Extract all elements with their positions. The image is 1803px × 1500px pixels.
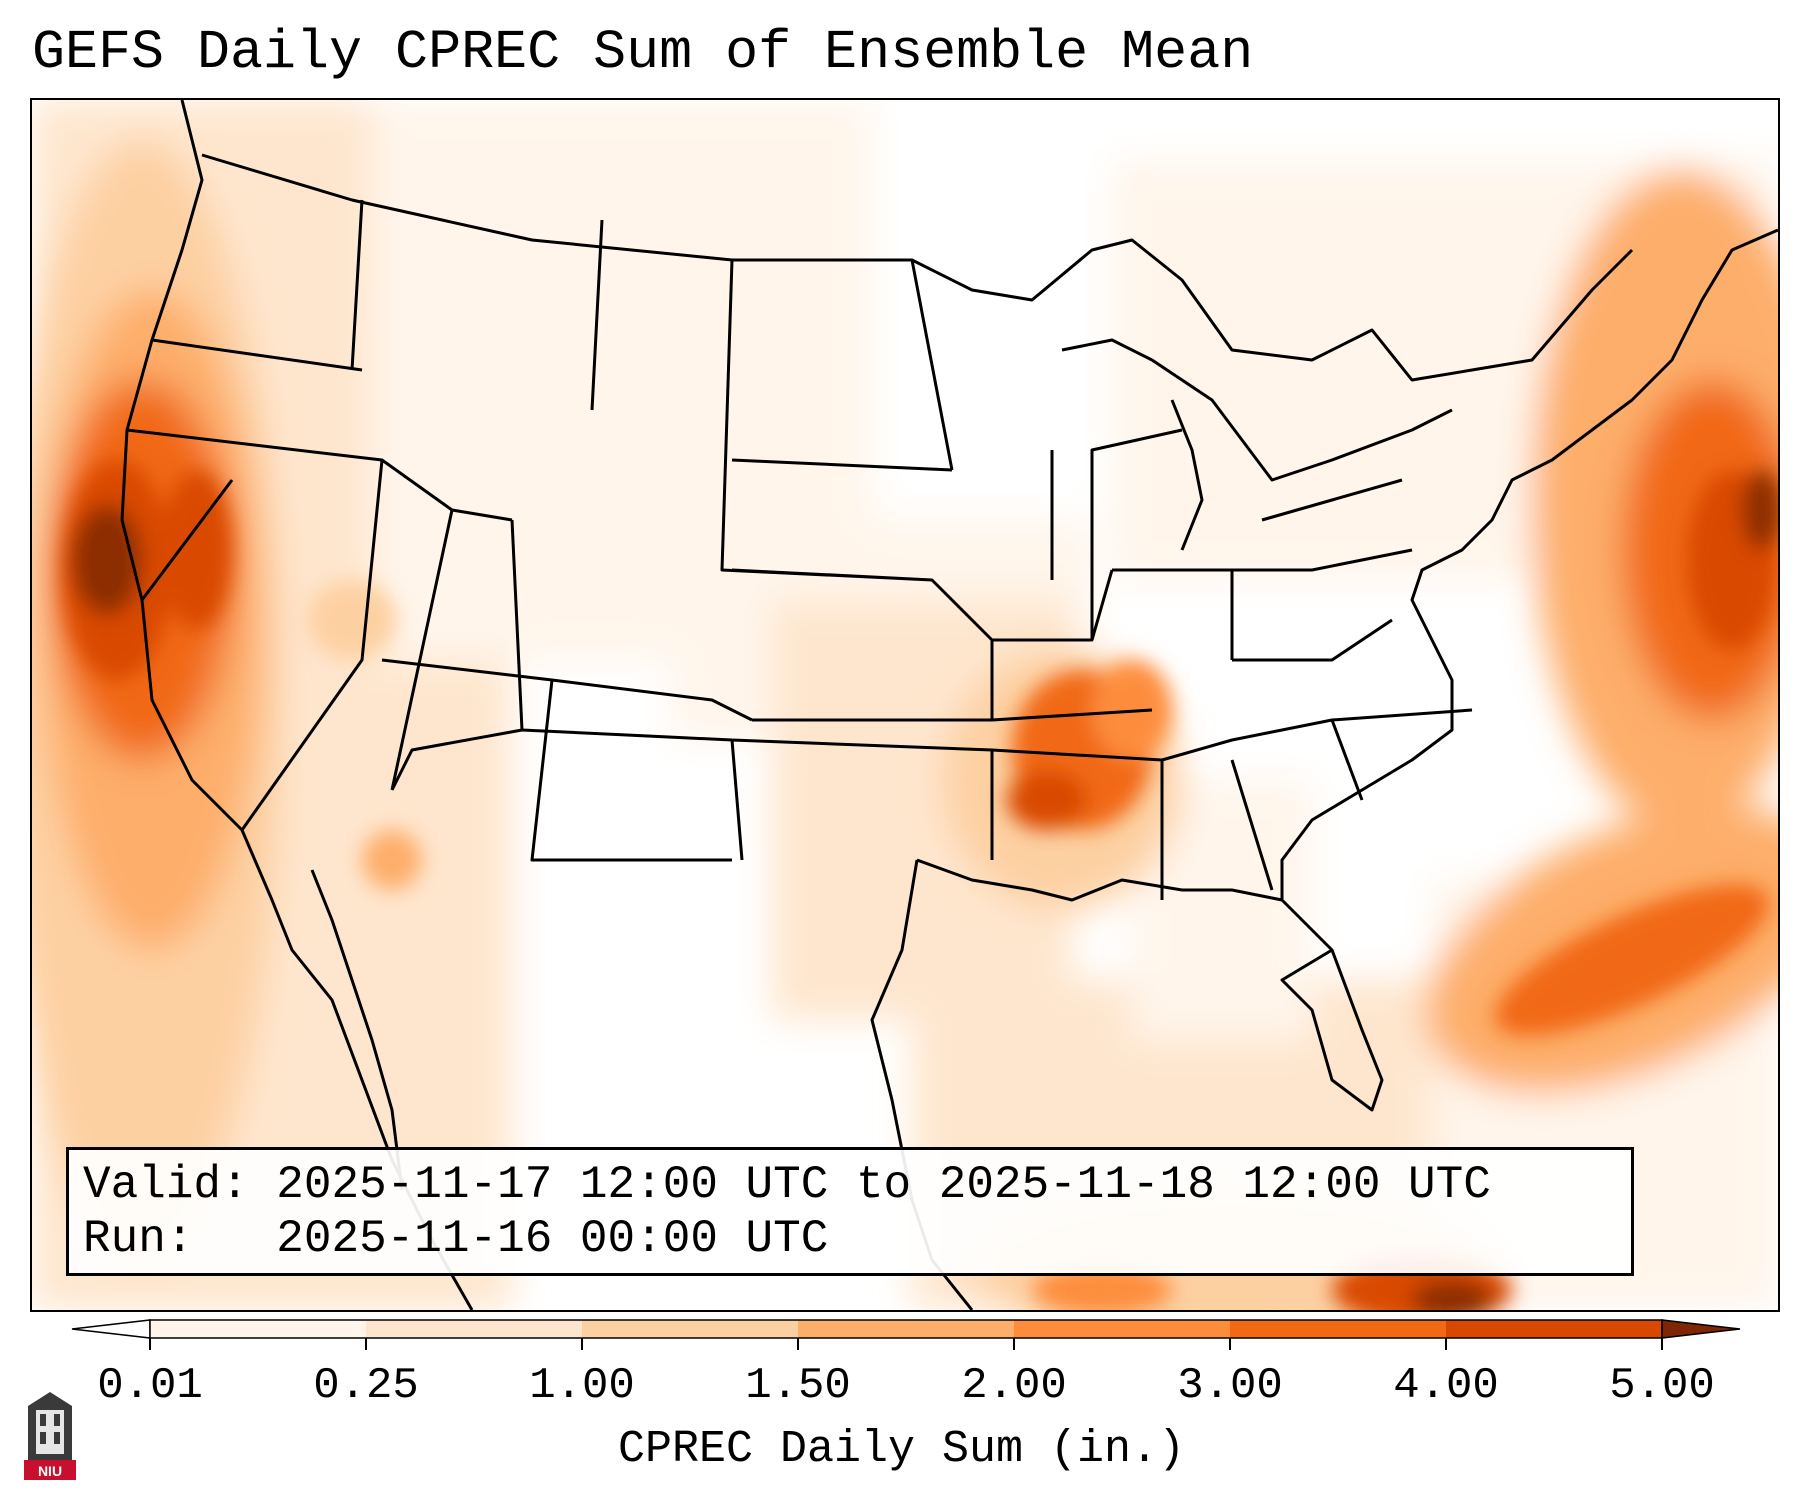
valid-row: Valid: 2025-11-17 12:00 UTC to 2025-11-1… — [83, 1158, 1617, 1212]
colorbar — [71, 1319, 1741, 1350]
colorbar-segment — [1014, 1320, 1231, 1338]
run-row: Run: 2025-11-16 00:00 UTC — [83, 1212, 1617, 1266]
colorbar-tick-label: 1.00 — [529, 1361, 635, 1411]
great-lakes — [1061, 338, 1453, 551]
colorbar-tick-label: 1.50 — [745, 1361, 851, 1411]
coastline — [120, 100, 474, 1310]
colorbar-segment — [150, 1320, 367, 1338]
run-label: Run: — [83, 1213, 194, 1265]
political-borders — [120, 100, 1778, 1310]
atlantic-coast — [1280, 228, 1778, 900]
university-tower-icon: NIU — [24, 1392, 76, 1480]
colorbar-over-extension — [1661, 1319, 1741, 1339]
colorbar-segment — [798, 1320, 1015, 1338]
valid-label: Valid: — [83, 1159, 249, 1211]
gulf-coast — [916, 858, 1384, 1112]
map-title: GEFS Daily CPREC Sum of Ensemble Mean — [32, 21, 1254, 84]
run-value: 2025-11-16 00:00 UTC — [276, 1213, 829, 1265]
colorbar-label: CPREC Daily Sum (in.) — [617, 1424, 1186, 1475]
valid-value: 2025-11-17 12:00 UTC to 2025-11-18 12:00… — [276, 1159, 1491, 1211]
map-frame — [30, 98, 1780, 1312]
info-box: Valid: 2025-11-17 12:00 UTC to 2025-11-1… — [66, 1147, 1634, 1276]
colorbar-tick-label: 5.00 — [1609, 1361, 1715, 1411]
baja-coast — [310, 869, 404, 1191]
colorbar-segment — [1446, 1320, 1663, 1338]
precipitation-map — [32, 100, 1778, 1310]
precip-shading — [32, 100, 1778, 1310]
colorbar-segment — [582, 1320, 799, 1338]
colorbar-tick-label: 4.00 — [1393, 1361, 1499, 1411]
logo-text: NIU — [38, 1463, 62, 1479]
colorbar-tick-label: 0.01 — [97, 1361, 203, 1411]
colorbar-tick-label: 3.00 — [1177, 1361, 1283, 1411]
colorbar-segment — [366, 1320, 583, 1338]
colorbar-outline — [149, 1319, 1663, 1339]
colorbar-tick-label: 2.00 — [961, 1361, 1067, 1411]
state-lines — [126, 199, 1473, 900]
colorbar-tick-label: 0.25 — [313, 1361, 419, 1411]
colorbar-under-extension — [71, 1319, 151, 1339]
colorbar-segment — [1230, 1320, 1447, 1338]
canada-border — [201, 153, 1634, 382]
